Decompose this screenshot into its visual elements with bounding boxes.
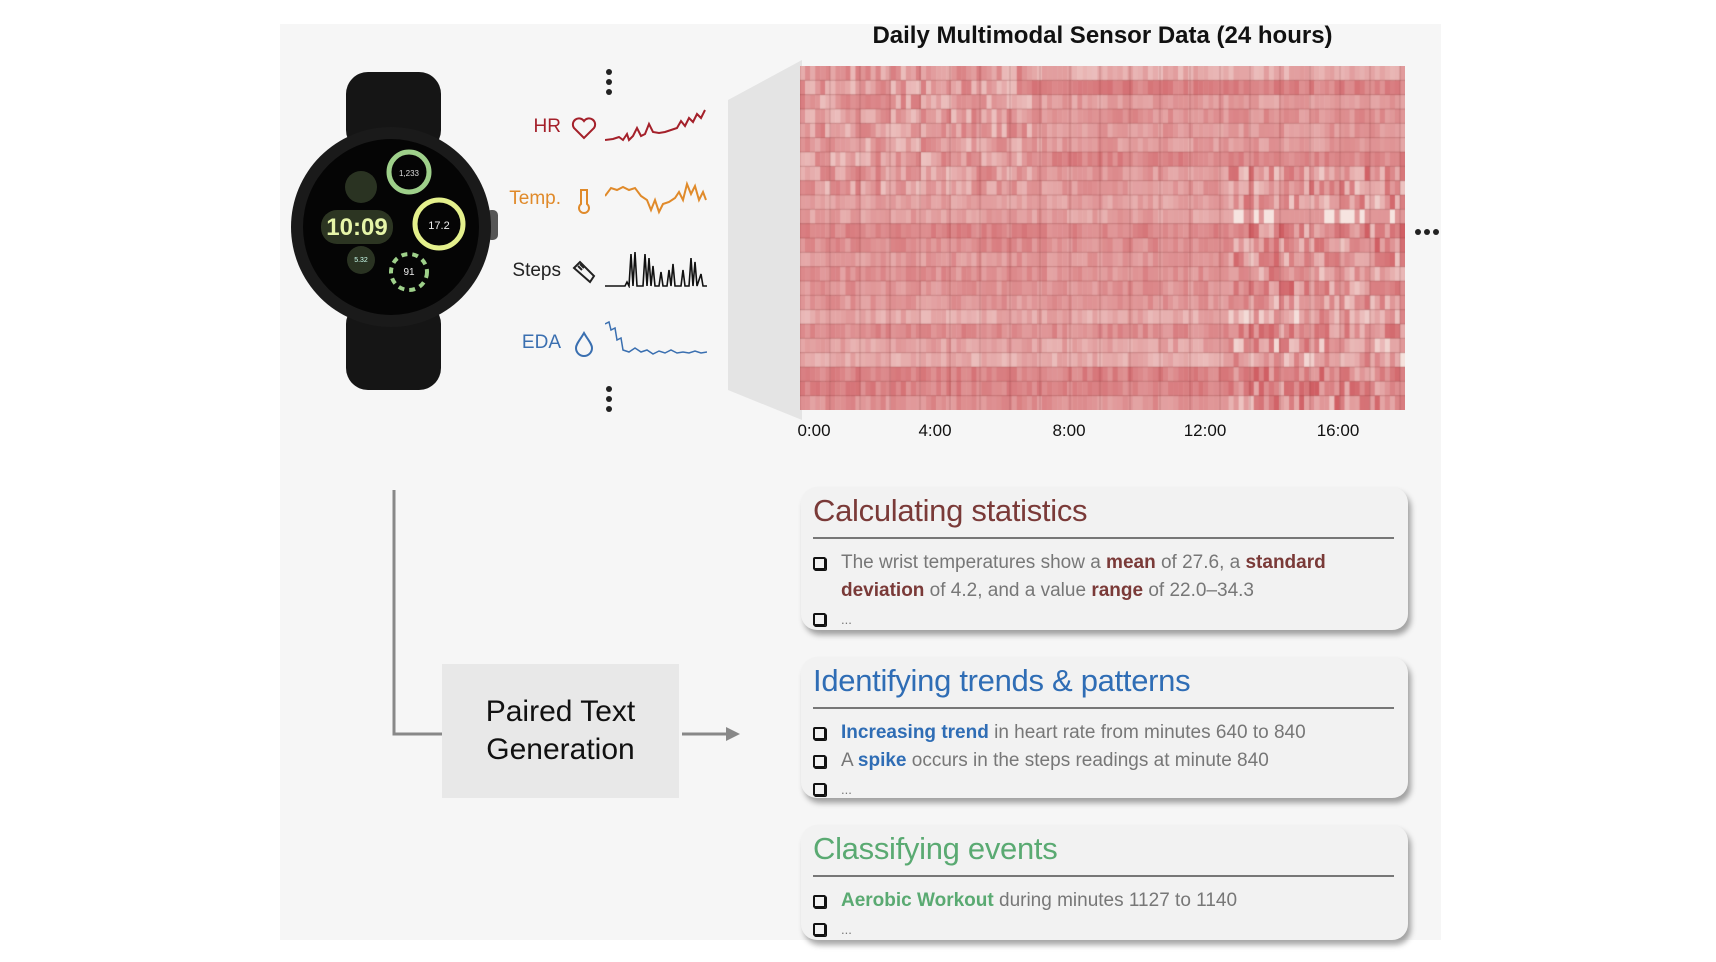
checkbox-icon [813, 783, 826, 796]
x-tick-label: 0:00 [797, 421, 831, 440]
svg-text:5.32: 5.32 [354, 257, 368, 264]
more-signals-above-icon [606, 69, 614, 99]
steps-sparkline [605, 251, 707, 288]
list-item: ... [813, 605, 1394, 634]
zoom-projection-shape [728, 60, 802, 420]
highlight-term: range [1091, 580, 1144, 601]
heart-icon [571, 117, 597, 140]
item-text: ... [841, 922, 852, 937]
list-item: Aerobic Workout during minutes 1127 to 1… [813, 887, 1394, 915]
shoe-icon [572, 260, 596, 284]
svg-text:1,233: 1,233 [399, 169, 420, 178]
signal-label-hr: HR [533, 116, 561, 137]
card-classifying-events: Classifying events Aerobic Workout during… [801, 825, 1408, 940]
more-data-ellipsis-icon [1415, 229, 1442, 235]
highlight-term: spike [857, 750, 907, 771]
thermometer-icon [578, 189, 590, 214]
svg-text:17.2: 17.2 [428, 220, 449, 232]
card-title: Calculating statistics [813, 493, 1394, 539]
paired-text-generation-box: Paired Text Generation [442, 664, 679, 798]
smartwatch-illustration: 10:09 1,233 17.2 5.32 91 [291, 72, 498, 390]
item-text: of 4.2, and a value [924, 580, 1092, 601]
card-title: Identifying trends & patterns [813, 663, 1394, 709]
item-text: ... [841, 612, 852, 627]
item-text: in heart rate from minutes 640 to 840 [988, 722, 1306, 743]
list-item: ... [813, 915, 1394, 944]
card-identifying-trends: Identifying trends & patterns Increasing … [801, 657, 1408, 798]
heatmap-title: Daily Multimodal Sensor Data (24 hours) [872, 22, 1333, 49]
temp-sparkline [605, 180, 707, 215]
checkbox-icon [813, 923, 826, 936]
highlight-term: standard deviation [841, 552, 1326, 601]
signal-label-eda: EDA [521, 332, 561, 353]
signal-label-steps: Steps [512, 260, 561, 281]
paired-text-line2: Generation [486, 733, 635, 766]
item-text: during minutes 1127 to 1140 [993, 890, 1238, 911]
checkbox-icon [813, 895, 826, 908]
item-text: occurs in the steps readings at minute 8… [906, 750, 1269, 771]
eda-sparkline [605, 320, 707, 355]
highlight-term: Aerobic Workout [841, 890, 994, 911]
x-tick-label: 4:00 [918, 421, 952, 440]
signal-label-temp: Temp. [509, 188, 561, 209]
checkbox-icon [813, 557, 826, 570]
paired-text-line1: Paired Text [485, 695, 636, 728]
item-text: of 22.0–34.3 [1143, 580, 1254, 601]
sensor-heatmap [800, 66, 1405, 410]
flow-connector-arrow [392, 490, 740, 741]
checkbox-icon [813, 755, 826, 768]
list-item: The wrist temperatures show a mean of 27… [813, 549, 1394, 605]
list-item: Increasing trend in heart rate from minu… [813, 719, 1394, 747]
item-text: of 27.6, a [1155, 552, 1246, 573]
checkbox-icon [813, 613, 826, 626]
hr-sparkline [605, 109, 706, 142]
item-text: The wrist temperatures show a [841, 552, 1107, 573]
card-title: Classifying events [813, 831, 1394, 877]
svg-text:91: 91 [403, 267, 415, 278]
item-text: A [841, 750, 858, 771]
card-calculating-statistics: Calculating statistics The wrist temperat… [801, 487, 1408, 630]
highlight-term: Increasing trend [841, 722, 989, 743]
list-item: A spike occurs in the steps readings at … [813, 747, 1394, 775]
checkbox-icon [813, 727, 826, 740]
list-item: ... [813, 775, 1394, 804]
droplet-icon [574, 330, 594, 357]
x-tick-label: 8:00 [1052, 421, 1086, 440]
highlight-term: mean [1106, 552, 1156, 573]
svg-text:10:09: 10:09 [326, 214, 387, 241]
x-tick-label: 12:00 [1183, 421, 1227, 440]
item-text: ... [841, 782, 852, 797]
x-tick-label: 16:00 [1316, 421, 1360, 440]
more-signals-below-icon [606, 386, 614, 416]
